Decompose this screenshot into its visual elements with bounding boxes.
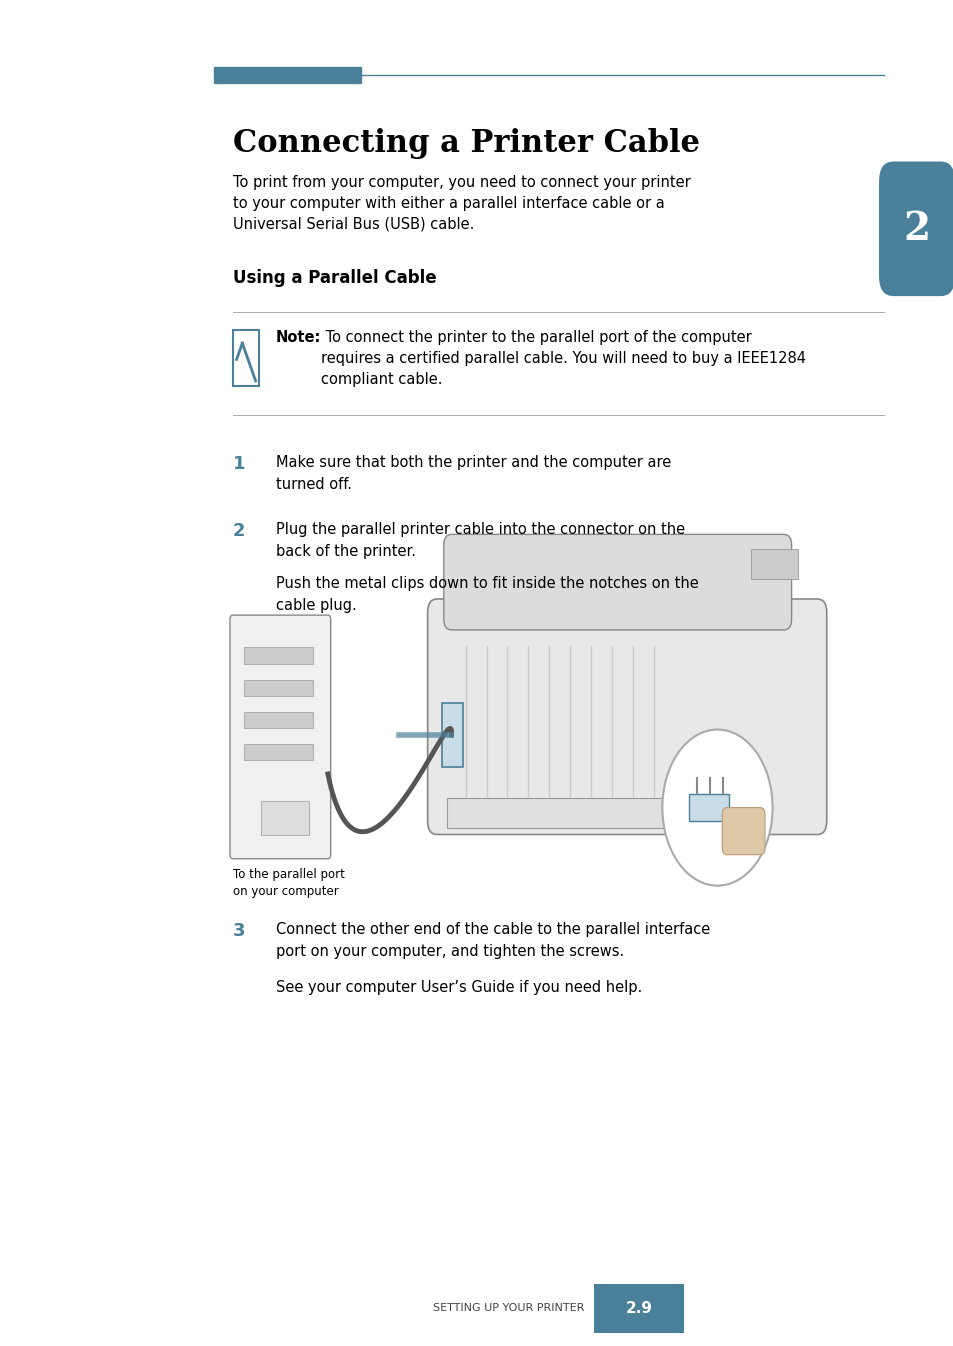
Text: 3: 3 [233, 922, 245, 940]
Bar [244, 680, 313, 696]
Text: Plug the parallel printer cable into the connector on the
back of the printer.: Plug the parallel printer cable into the… [275, 522, 684, 560]
Text: To the parallel port
on your computer: To the parallel port on your computer [233, 868, 344, 898]
FancyBboxPatch shape [443, 534, 791, 630]
Text: Connecting a Printer Cable: Connecting a Printer Cable [233, 128, 700, 159]
Text: See your computer User’s Guide if you need help.: See your computer User’s Guide if you ne… [275, 980, 641, 995]
Bar [688, 794, 728, 821]
Bar [750, 549, 798, 579]
Bar [233, 330, 259, 386]
Text: 2: 2 [233, 522, 245, 540]
Text: To connect the printer to the parallel port of the computer
requires a certified: To connect the printer to the parallel p… [321, 330, 805, 386]
Text: Note:: Note: [275, 330, 320, 345]
Circle shape [661, 730, 772, 886]
Bar [446, 798, 750, 828]
Text: Push the metal clips down to fit inside the notches on the
cable plug.: Push the metal clips down to fit inside … [275, 576, 698, 614]
Bar [261, 801, 309, 835]
FancyBboxPatch shape [427, 599, 826, 835]
Bar [441, 703, 462, 767]
Text: Connect the other end of the cable to the parallel interface
port on your comput: Connect the other end of the cable to th… [275, 922, 709, 960]
FancyBboxPatch shape [721, 808, 764, 855]
Text: 1: 1 [233, 455, 245, 472]
Text: Make sure that both the printer and the computer are
turned off.: Make sure that both the printer and the … [275, 455, 670, 493]
Bar [244, 712, 313, 728]
Text: SETTING UP YOUR PRINTER: SETTING UP YOUR PRINTER [433, 1303, 584, 1314]
Text: To print from your computer, you need to connect your printer
to your computer w: To print from your computer, you need to… [233, 175, 690, 232]
Bar [213, 67, 361, 83]
Text: Using a Parallel Cable: Using a Parallel Cable [233, 269, 436, 287]
Text: 2.9: 2.9 [625, 1300, 652, 1316]
Bar [594, 1284, 683, 1333]
Text: 2: 2 [902, 210, 929, 248]
Bar [244, 744, 313, 760]
FancyBboxPatch shape [230, 615, 331, 859]
FancyBboxPatch shape [878, 162, 953, 296]
Bar [244, 647, 313, 664]
